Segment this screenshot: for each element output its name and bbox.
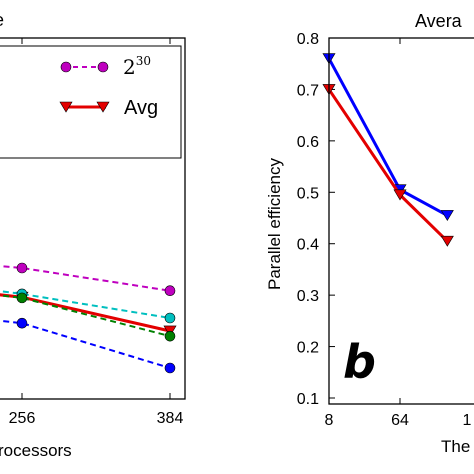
right-x-tick-label-8: 8 bbox=[325, 412, 334, 429]
left-x-tick-label-256: 256 bbox=[9, 410, 36, 427]
right-x-tick-label-64: 64 bbox=[391, 412, 409, 429]
right-series-line-0 bbox=[327, 57, 449, 217]
legend-2-30-marker-2 bbox=[97, 61, 109, 73]
left-x-axis-label: rocessors bbox=[0, 441, 72, 460]
right-x-axis-label: The bbox=[441, 437, 470, 456]
legend-avg-marker-2 bbox=[96, 101, 110, 113]
legend-2-30-label: 230 bbox=[123, 54, 151, 79]
right-y-tick-label-7: 0.8 bbox=[297, 31, 319, 48]
left-series-line-4 bbox=[0, 319, 171, 369]
right-y-tick-label-5: 0.6 bbox=[297, 134, 319, 151]
right-y-tick-label-0: 0.1 bbox=[297, 391, 319, 408]
right-y-tick-label-6: 0.7 bbox=[297, 82, 319, 99]
right-series-1-point-2 bbox=[440, 235, 454, 247]
left-series-0-point-1 bbox=[16, 262, 28, 274]
legend-2-30-marker bbox=[60, 61, 72, 73]
right-y-tick-label-4: 0.5 bbox=[297, 185, 319, 202]
left-legend: 230 Avg bbox=[0, 45, 182, 159]
left-series-2-point-2 bbox=[164, 312, 176, 324]
legend-box bbox=[0, 45, 182, 159]
right-y-tick-label-1: 0.2 bbox=[297, 340, 319, 357]
right-chart-title: Avera bbox=[415, 11, 463, 31]
right-plot-frame bbox=[328, 37, 474, 405]
left-series-3-point-2 bbox=[164, 330, 176, 342]
right-series-group bbox=[322, 53, 454, 247]
right-y-axis-label: Parallel efficiency bbox=[265, 158, 284, 290]
right-series-1-point-1 bbox=[393, 189, 407, 201]
right-panel: Avera Parallel efficiency 0.10.20.30.40.… bbox=[265, 11, 474, 456]
right-x-tick-label-1: 1 bbox=[463, 412, 472, 429]
left-panel: e 256 384 rocessors 230 Avg bbox=[0, 10, 186, 460]
left-x-tick-label-384: 384 bbox=[157, 410, 184, 427]
left-series-0-point-2 bbox=[164, 285, 176, 297]
left-series-line-3 bbox=[0, 294, 171, 338]
legend-avg-label: Avg bbox=[124, 97, 158, 119]
right-y-tick-group: 0.1 0.2 0.3 0.4 0.5 0.6 0.7 0.8 bbox=[297, 31, 335, 408]
left-series-group bbox=[0, 262, 177, 374]
right-series-0-point-2 bbox=[440, 210, 454, 222]
left-series-4-point-1 bbox=[16, 317, 28, 329]
left-series-3-point-1 bbox=[16, 292, 28, 304]
panel-letter-b: b bbox=[343, 335, 376, 389]
right-y-tick-label-3: 0.4 bbox=[297, 237, 319, 254]
left-chart-title: e bbox=[0, 10, 4, 30]
left-plot-frame bbox=[0, 37, 186, 400]
legend-avg-marker bbox=[59, 101, 73, 113]
left-series-line-0 bbox=[0, 265, 171, 292]
left-series-4-point-2 bbox=[164, 362, 176, 374]
right-y-tick-label-2: 0.3 bbox=[297, 288, 319, 305]
